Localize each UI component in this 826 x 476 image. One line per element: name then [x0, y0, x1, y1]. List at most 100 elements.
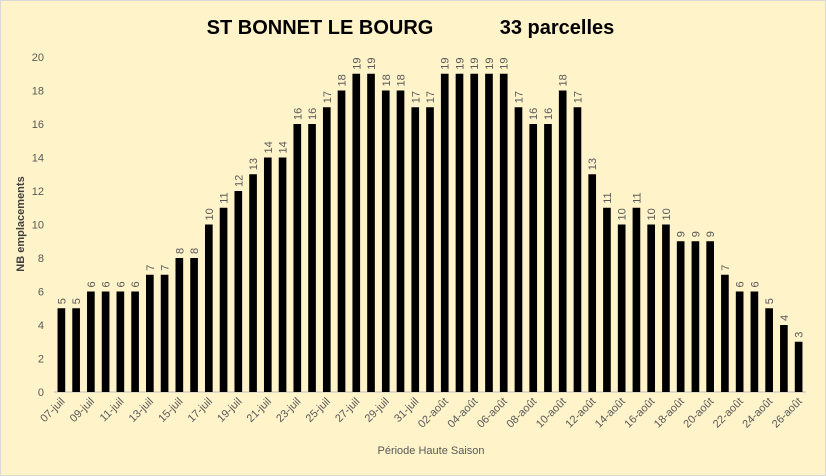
bar — [367, 73, 375, 392]
data-label: 17 — [513, 91, 525, 103]
y-tick-label: 20 — [32, 52, 44, 64]
bar — [322, 107, 331, 392]
data-label: 11 — [631, 192, 643, 203]
bar — [558, 90, 567, 392]
data-label: 11 — [602, 192, 614, 203]
data-label: 19 — [454, 58, 466, 70]
data-label: 6 — [735, 281, 747, 287]
data-label: 19 — [366, 58, 378, 70]
y-tick-label: 16 — [32, 119, 44, 131]
x-axis-label: Période Haute Saison — [377, 445, 484, 457]
y-tick-label: 12 — [32, 186, 44, 198]
data-label: 10 — [661, 208, 673, 220]
data-label: 17 — [425, 91, 437, 103]
bar — [308, 124, 316, 392]
y-tick-label: 14 — [32, 153, 44, 165]
bar — [249, 174, 257, 392]
data-label: 16 — [307, 108, 319, 120]
bar — [662, 224, 670, 392]
bar — [146, 274, 154, 392]
data-label: 16 — [292, 108, 304, 120]
bar — [87, 291, 95, 392]
bar — [190, 258, 198, 392]
data-label: 17 — [572, 91, 584, 103]
data-label: 9 — [676, 231, 688, 237]
y-axis-label: NB emplacements — [15, 176, 27, 271]
bar — [588, 174, 597, 392]
data-label: 6 — [130, 281, 142, 287]
data-label: 13 — [587, 158, 599, 170]
data-label: 14 — [278, 141, 290, 153]
bar — [57, 308, 66, 392]
bar — [293, 124, 302, 392]
data-label: 6 — [749, 281, 761, 287]
bar — [780, 325, 788, 392]
data-label: 19 — [499, 58, 511, 70]
bar — [765, 308, 773, 392]
data-label: 6 — [101, 281, 113, 287]
data-label: 10 — [646, 208, 658, 220]
y-tick-label: 2 — [38, 354, 44, 366]
data-label: 7 — [145, 265, 157, 271]
bar — [381, 90, 390, 392]
bar — [352, 73, 361, 392]
data-label: 5 — [71, 298, 83, 304]
data-label: 10 — [204, 208, 216, 220]
data-label: 6 — [115, 281, 127, 287]
bar — [647, 224, 656, 392]
bar — [455, 73, 464, 392]
bar — [337, 90, 346, 392]
y-tick-label: 10 — [32, 220, 44, 232]
data-label: 18 — [381, 74, 393, 86]
data-label: 9 — [705, 231, 717, 237]
data-label: 5 — [764, 298, 776, 304]
bar — [529, 124, 538, 392]
bar — [72, 308, 80, 392]
data-label: 13 — [248, 158, 260, 170]
data-label: 16 — [528, 108, 540, 120]
bar — [263, 157, 272, 392]
data-label: 18 — [558, 74, 570, 86]
data-label: 19 — [351, 58, 363, 70]
bar — [204, 224, 213, 392]
bar — [676, 241, 685, 392]
data-label: 12 — [233, 175, 245, 187]
bar — [750, 291, 759, 392]
bar — [411, 107, 420, 392]
bar — [794, 341, 803, 392]
chart-title: ST BONNET LE BOURG — [207, 17, 434, 39]
bar — [278, 157, 287, 392]
bar — [573, 107, 582, 392]
bar — [721, 274, 729, 392]
bar — [603, 207, 611, 392]
y-tick-label: 6 — [38, 287, 44, 299]
data-label: 18 — [337, 74, 349, 86]
data-label: 18 — [396, 74, 408, 86]
data-label: 8 — [174, 248, 186, 254]
data-label: 7 — [720, 265, 732, 271]
data-label: 14 — [263, 141, 275, 153]
data-label: 6 — [86, 281, 98, 287]
y-tick-label: 18 — [32, 86, 44, 98]
data-label: 19 — [484, 58, 496, 70]
data-label: 3 — [794, 332, 806, 338]
data-label: 9 — [690, 231, 702, 237]
data-label: 17 — [410, 91, 422, 103]
bar — [544, 124, 552, 392]
data-label: 8 — [189, 248, 201, 254]
bar — [234, 191, 243, 392]
bar — [632, 207, 641, 392]
data-label: 10 — [617, 208, 629, 220]
bar — [470, 73, 479, 392]
data-label: 5 — [56, 298, 68, 304]
data-label: 17 — [322, 91, 334, 103]
data-label: 19 — [440, 58, 452, 70]
bar — [706, 241, 714, 392]
data-label: 16 — [543, 108, 555, 120]
chart-subtitle: 33 parcelles — [500, 17, 615, 39]
data-label: 7 — [160, 265, 172, 271]
bar — [160, 274, 169, 392]
bar — [514, 107, 523, 392]
y-tick-label: 0 — [38, 387, 44, 399]
